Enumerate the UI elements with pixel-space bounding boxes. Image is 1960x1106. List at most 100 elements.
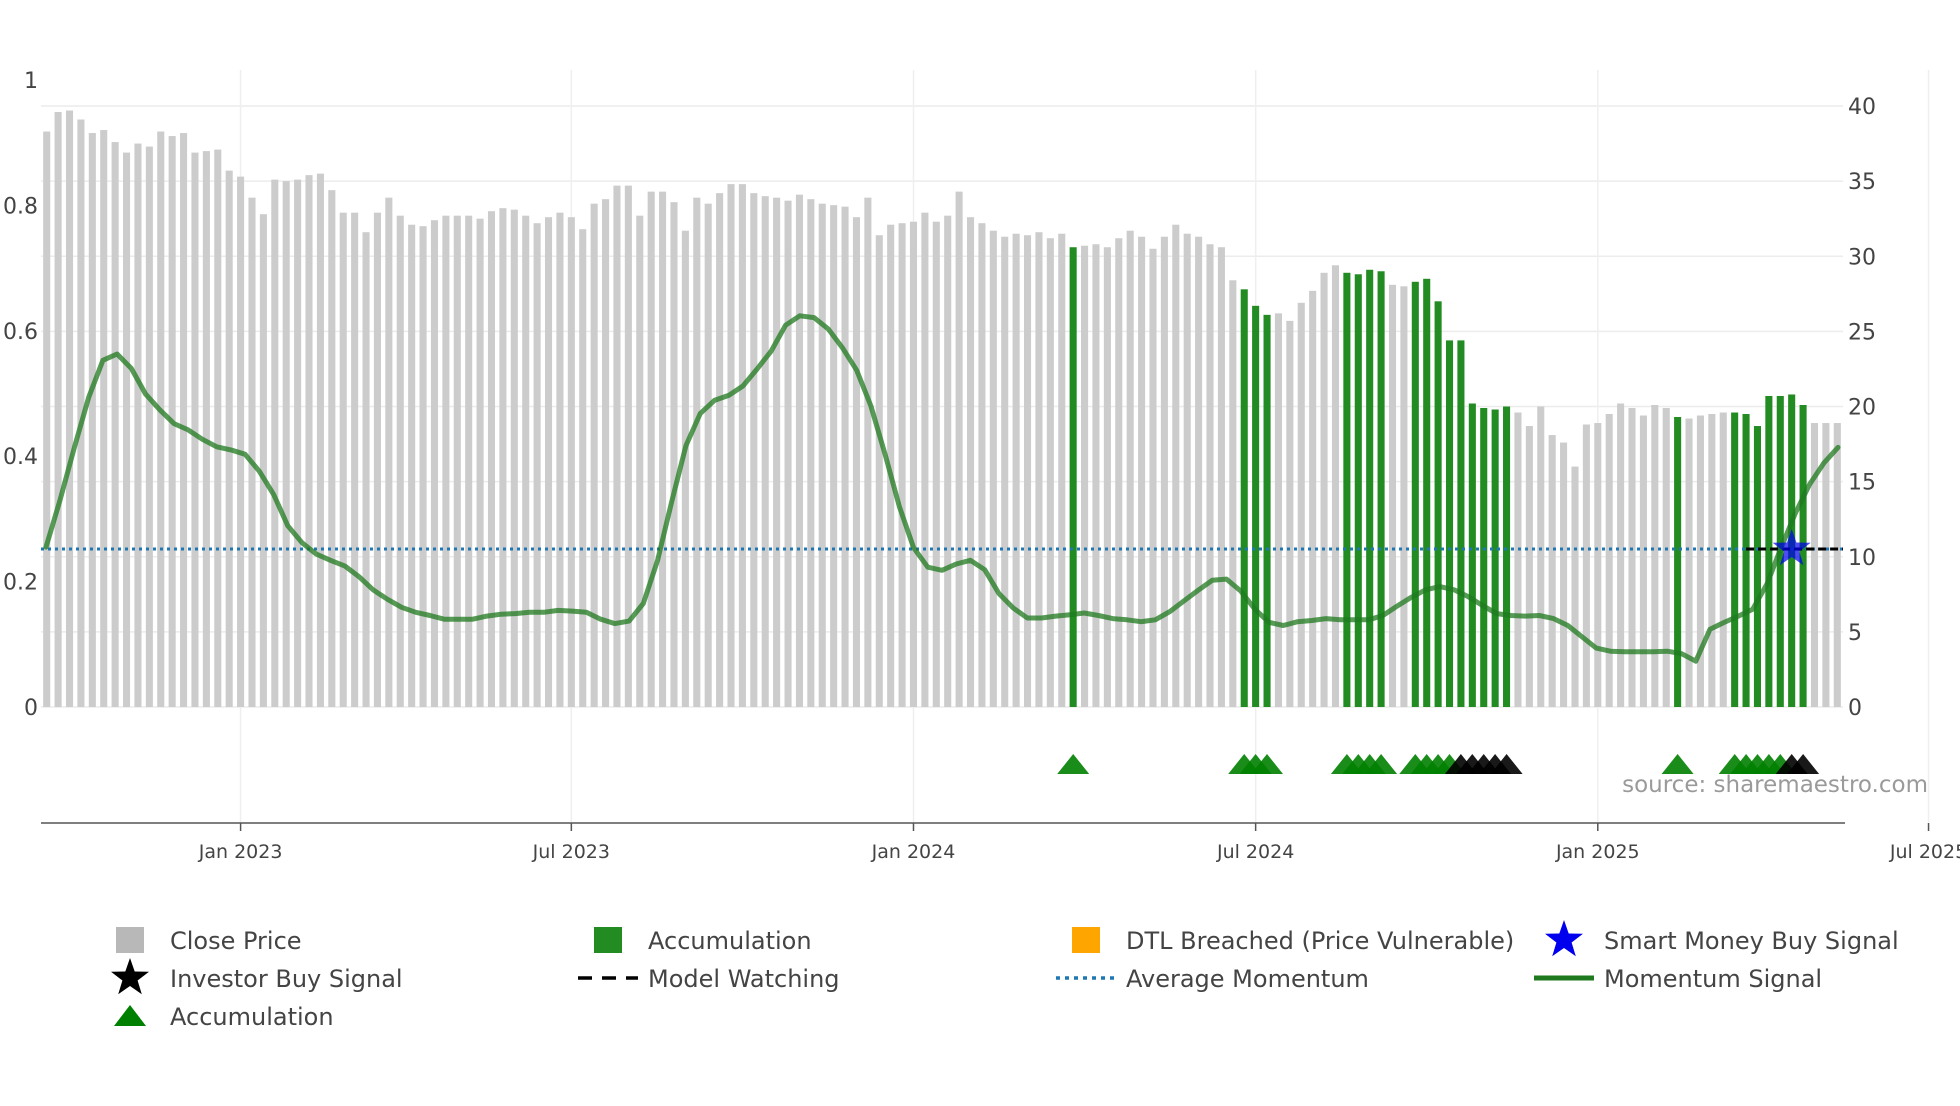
close-price-bar [1605, 414, 1613, 707]
close-price-bar [613, 185, 621, 707]
close-price-bar [567, 217, 575, 707]
close-price-bar [385, 197, 393, 707]
close-price-bar [1092, 244, 1100, 708]
source-note: source: sharemaestro.com [1622, 772, 1928, 798]
close-price-bar [430, 220, 439, 707]
close-price-bar [271, 179, 279, 707]
lines-layer [41, 313, 1843, 664]
close-price-bar [1012, 233, 1020, 707]
close-price-bar [248, 197, 256, 707]
accumulation-marker [1661, 754, 1694, 774]
accumulation-bar [1445, 340, 1454, 707]
legend-dtl-swatch [1072, 927, 1100, 953]
close-price-bar [316, 173, 324, 708]
close-price-bar [1548, 435, 1556, 707]
close-price-bar [522, 215, 530, 707]
legend-close-price-swatch [116, 927, 144, 953]
close-price-bar [921, 212, 929, 707]
momentum-signal-line [43, 313, 1841, 664]
close-price-bar [408, 224, 416, 707]
close-price-bar [1046, 238, 1054, 707]
close-price-bar [1560, 442, 1568, 707]
accumulation-bar [1753, 426, 1761, 707]
close-price-bar [1297, 302, 1305, 707]
close-price-bar [1138, 236, 1146, 707]
close-price-bar [944, 215, 952, 707]
close-price-bar [339, 212, 347, 707]
close-price-bar [100, 130, 108, 708]
close-price-bar [1514, 412, 1522, 707]
close-price-bar [978, 223, 986, 707]
legend-accumulation-swatch [594, 927, 622, 953]
close-price-bar [282, 181, 290, 708]
accumulation-bar [1765, 395, 1773, 707]
close-price-bar [807, 199, 815, 707]
close-price-bar [1400, 286, 1408, 707]
close-price-bar [1274, 313, 1282, 707]
accumulation-marker [1365, 754, 1398, 774]
accumulation-bar [1468, 403, 1476, 707]
close-price-bar [225, 170, 233, 708]
close-price-bar [1810, 423, 1819, 707]
right-tick-label: 35 [1848, 170, 1876, 195]
close-price-bar [259, 214, 267, 707]
close-price-bar [43, 131, 51, 708]
close-price-bar [294, 179, 302, 707]
close-price-bar [362, 232, 370, 707]
right-tick-label: 20 [1848, 396, 1876, 421]
close-price-bar [1833, 423, 1841, 707]
legend-smart-money-label: Smart Money Buy Signal [1604, 927, 1899, 955]
close-price-bar [328, 190, 336, 707]
accumulation-bar [1263, 314, 1271, 707]
close-price-bar [1639, 415, 1647, 707]
close-price-bar [1115, 238, 1123, 707]
close-price-bar [1058, 233, 1066, 707]
close-price-bar [1081, 245, 1089, 708]
close-price-bar [202, 151, 210, 707]
close-price-bar [624, 185, 632, 707]
legend-close-price-label: Close Price [170, 927, 302, 955]
close-price-bar [88, 133, 96, 708]
right-tick-label: 15 [1848, 471, 1876, 496]
close-price-bar [111, 142, 119, 707]
close-price-bar [1229, 280, 1237, 707]
close-price-bar [1331, 265, 1340, 707]
legend-dtl-label: DTL Breached (Price Vulnerable) [1126, 927, 1514, 955]
x-tick-label: Jan 2025 [1555, 841, 1640, 863]
accumulation-bar [1411, 281, 1419, 707]
smart-money-star [1772, 529, 1811, 566]
close-price-bar [966, 217, 975, 707]
close-price-bar [77, 119, 85, 707]
close-price-bar [909, 221, 918, 707]
close-price-bar [1149, 248, 1157, 708]
accumulation-bar [1423, 278, 1431, 707]
accumulation-marker [1057, 754, 1090, 774]
x-tick-label: Jul 2024 [1216, 841, 1294, 863]
accumulation-bar [1742, 414, 1750, 707]
close-price-bar [590, 203, 598, 707]
left-tick-label: 0.4 [3, 445, 38, 470]
close-price-bar [373, 212, 381, 707]
close-price-bar [1309, 290, 1317, 707]
accumulation-bar [1503, 406, 1511, 707]
close-price-bar [818, 203, 826, 707]
close-price-bar [761, 196, 769, 707]
x-tick-label: Jan 2023 [198, 841, 283, 863]
close-price-bar [1708, 414, 1716, 707]
legend-average-momentum-label: Average Momentum [1126, 965, 1369, 993]
close-price-bar [864, 197, 872, 707]
close-price-bar [476, 218, 484, 707]
legend: Close Price Accumulation DTL Breached (Pri… [111, 920, 1899, 1031]
close-price-bar [1126, 230, 1134, 707]
x-tick-label: Jul 2023 [532, 841, 610, 863]
legend-accumulation-marker [114, 1005, 146, 1026]
close-price-bar [1035, 232, 1043, 707]
close-price-bar [134, 143, 142, 707]
close-price-bar [396, 215, 404, 707]
accumulation-bar [1366, 269, 1374, 707]
left-tick-label: 0.8 [3, 194, 38, 219]
close-price-bar [1685, 418, 1693, 707]
close-price-bar [145, 146, 153, 707]
